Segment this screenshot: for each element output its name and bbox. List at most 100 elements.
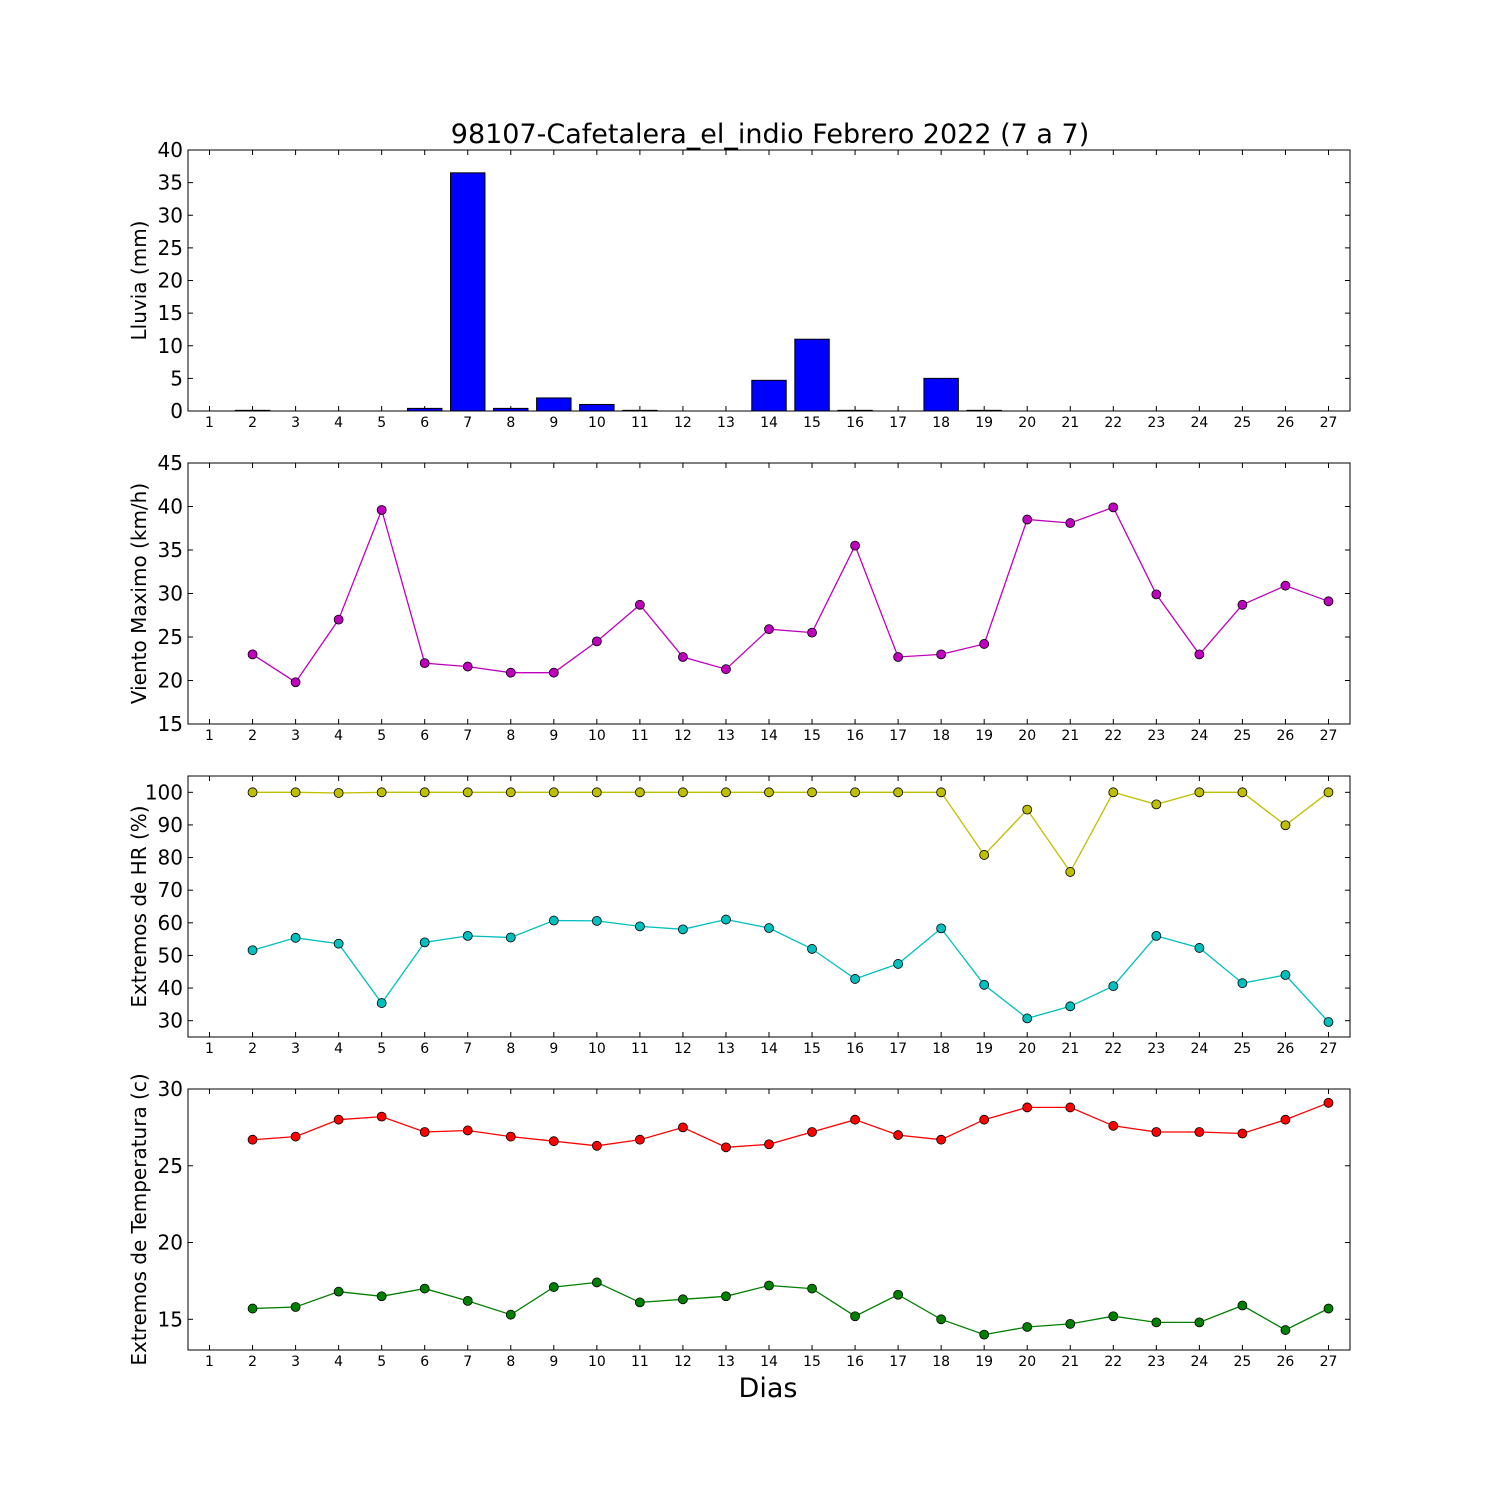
data-point: [1065, 867, 1076, 877]
x-tick-label: 27: [1320, 415, 1338, 431]
data-point: [807, 944, 817, 954]
x-tick-label: 23: [1147, 728, 1165, 744]
x-tick-label: 20: [1018, 728, 1036, 744]
series-line: [252, 1102, 1329, 1148]
data-point: [850, 1311, 860, 1322]
data-point: [764, 923, 774, 933]
data-point: [1194, 943, 1205, 953]
y-tick-label: 60: [158, 911, 183, 935]
x-tick-label: 10: [588, 728, 606, 744]
data-point: [247, 1303, 258, 1314]
x-tick-label: 6: [420, 728, 429, 744]
x-tick-label: 12: [674, 728, 692, 744]
y-tick-label: 15: [158, 301, 183, 325]
data-point: [247, 787, 258, 798]
x-tick-label: 26: [1277, 728, 1295, 744]
data-point: [850, 540, 860, 551]
data-point: [462, 787, 473, 798]
y-tick-label: 0: [170, 399, 183, 423]
x-tick-label: 10: [588, 1041, 606, 1057]
data-point: [1108, 981, 1119, 992]
x-tick-label: 13: [717, 1354, 735, 1370]
data-point: [1065, 1001, 1076, 1012]
x-tick-label: 24: [1190, 728, 1208, 744]
x-tick-label: 19: [975, 1041, 993, 1057]
data-point: [1194, 787, 1205, 798]
data-point: [1108, 1120, 1119, 1131]
data-point: [591, 1140, 602, 1151]
data-point: [1022, 1013, 1033, 1024]
data-point: [1065, 1102, 1076, 1113]
x-tick-label: 3: [291, 415, 300, 431]
data-point: [462, 661, 473, 672]
data-point: [333, 788, 344, 798]
x-tick-label: 11: [631, 728, 649, 744]
y-tick-label: 20: [158, 669, 183, 693]
data-point: [936, 1314, 947, 1325]
data-point: [247, 1134, 258, 1145]
data-point: [591, 636, 602, 647]
data-point: [591, 787, 602, 798]
data-point: [979, 1114, 990, 1125]
x-tick-label: 12: [674, 1041, 692, 1057]
x-tick-label: 17: [889, 415, 907, 431]
data-point: [1194, 1127, 1205, 1137]
x-tick-label: 16: [846, 1041, 864, 1057]
data-point: [505, 1309, 516, 1320]
x-tick-label: 21: [1061, 1041, 1079, 1057]
data-point: [1065, 1319, 1076, 1329]
data-point: [936, 649, 947, 660]
x-tick-label: 9: [549, 728, 558, 744]
x-axis-label: Dias: [739, 1373, 798, 1404]
data-point: [764, 1139, 774, 1150]
data-point: [979, 1329, 990, 1340]
y-tick-label: 25: [158, 1154, 183, 1178]
x-tick-label: 6: [420, 1354, 429, 1370]
rain-bar: [234, 409, 271, 412]
x-tick-label: 8: [506, 728, 515, 744]
chart-title: 98107-Cafetalera_el_indio Febrero 2022 (…: [451, 119, 1089, 150]
x-tick-label: 10: [588, 415, 606, 431]
data-point: [247, 945, 258, 956]
data-point: [376, 1111, 387, 1122]
rain-bar: [622, 409, 658, 412]
x-tick-label: 18: [932, 1041, 950, 1057]
x-tick-label: 5: [377, 728, 386, 744]
x-tick-label: 2: [248, 415, 257, 431]
x-tick-label: 3: [291, 728, 300, 744]
data-point: [1022, 514, 1033, 525]
data-point: [376, 998, 387, 1008]
x-tick-label: 14: [760, 728, 778, 744]
data-point: [419, 937, 430, 948]
y-tick-label: 30: [158, 582, 183, 606]
rain-bar: [794, 338, 830, 412]
data-point: [1022, 1102, 1033, 1113]
x-tick-label: 19: [975, 1354, 993, 1370]
x-tick-label: 20: [1018, 415, 1036, 431]
x-tick-label: 2: [248, 1354, 257, 1370]
x-tick-label: 1: [205, 1041, 214, 1057]
x-tick-label: 13: [717, 1041, 735, 1057]
y-tick-label: 90: [158, 813, 183, 837]
data-point: [1151, 589, 1162, 600]
data-point: [290, 677, 301, 688]
y-tick-label: 80: [158, 846, 183, 870]
x-tick-label: 3: [291, 1354, 300, 1370]
y-tick-label: 25: [158, 625, 183, 649]
data-point: [419, 787, 430, 798]
data-point: [290, 1131, 301, 1142]
x-tick-label: 24: [1190, 415, 1208, 431]
data-point: [548, 787, 559, 798]
data-point: [764, 1280, 774, 1291]
y-tick-label: 45: [158, 451, 183, 475]
data-point: [1108, 502, 1119, 513]
data-point: [548, 1282, 559, 1292]
data-point: [1237, 599, 1248, 610]
data-point: [419, 1283, 430, 1294]
x-tick-label: 26: [1277, 415, 1295, 431]
data-point: [721, 1142, 731, 1153]
data-point: [591, 1277, 602, 1288]
data-point: [1022, 1322, 1033, 1332]
x-tick-label: 16: [846, 728, 864, 744]
